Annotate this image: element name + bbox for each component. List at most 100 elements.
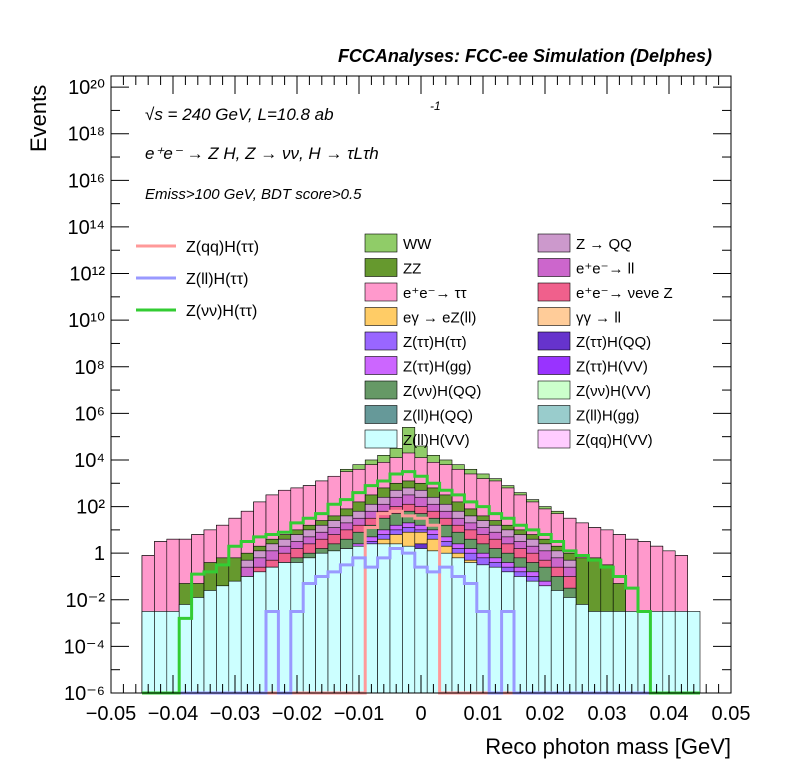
legend-color-box	[364, 307, 398, 326]
legend-color-box	[537, 429, 571, 449]
legend-color-box	[364, 429, 398, 449]
legend-color-box	[364, 233, 398, 253]
histogram-bar	[253, 571, 267, 694]
signal-legend: Z(qq)H(ττ) Z(ll)H(ττ) Z(νν)H(ττ)	[136, 239, 259, 320]
y-tick-label: 10¹⁴	[68, 217, 106, 239]
histogram-bar	[352, 545, 366, 694]
histogram-bar	[488, 566, 502, 694]
y-tick-label: 10⁶	[75, 403, 105, 425]
annotation-block: √s = 240 GeV, L=10.8 ab -1 e⁺e⁻ → Z H, Z…	[145, 99, 441, 203]
histogram-bar	[439, 552, 453, 694]
y-tick-label: 10⁴	[74, 450, 105, 472]
histogram-bar	[612, 611, 626, 694]
y-tick-label: 10⁻²	[66, 590, 106, 612]
legend-entry-label: Z(ll)H(ττ)	[186, 271, 248, 288]
legend-color-box	[537, 356, 571, 375]
histogram-bar	[637, 611, 651, 694]
y-tick-label: 10¹⁰	[68, 310, 105, 332]
histogram-bar	[501, 571, 515, 694]
legend-entry-label: Z(qq)H(VV)	[576, 432, 653, 449]
x-axis-tick-labels: −0.05 −0.04 −0.03 −0.02 −0.01 0 0.01 0.02 0.03 0.…	[86, 703, 751, 725]
legend-entry-label: Z(ll)H(VV)	[403, 432, 470, 449]
y-tick-label: 10⁻⁴	[64, 636, 105, 658]
annotation-lumi-exponent: -1	[430, 99, 441, 113]
x-axis-ticks	[110, 76, 732, 693]
y-axis-tick-labels: 10⁻⁶ 10⁻⁴ 10⁻² 1 10² 10⁴ 10⁶ 10⁸ 10¹⁰ 10¹² 10¹⁴ 10¹…	[64, 77, 106, 705]
histogram-bar	[389, 543, 403, 694]
x-tick-label: −0.02	[272, 703, 323, 725]
histogram-bar	[141, 611, 155, 694]
histogram-bar	[216, 585, 230, 694]
legend-entry-label: Z(ττ)H(ττ)	[403, 334, 467, 351]
y-tick-label: 10⁻⁶	[64, 683, 105, 705]
legend-color-box	[537, 405, 571, 424]
y-tick-label: 10¹²	[69, 264, 105, 286]
legend-entry-label: ZZ	[403, 261, 421, 278]
histogram-bar	[575, 604, 589, 694]
legend-color-box	[364, 331, 398, 351]
legend-color-box	[537, 331, 571, 351]
legend-entry-label: γγ → ll	[576, 310, 621, 327]
x-tick-label: 0.05	[712, 703, 751, 725]
plot-area	[110, 75, 732, 695]
y-tick-label: 10⁸	[74, 357, 105, 379]
histogram-bar	[154, 611, 168, 694]
legend-entry-label: Z(ll)H(gg)	[576, 408, 639, 425]
histogram-bar	[451, 557, 465, 694]
chart-header: FCCAnalyses: FCC-ee Simulation (Delphes)	[338, 46, 712, 66]
histogram-bar	[340, 548, 354, 694]
histogram-bar	[674, 611, 688, 694]
histogram-bar	[191, 597, 205, 694]
legend-color-box	[537, 282, 571, 302]
x-axis-label: Reco photon mass [GeV]	[485, 734, 731, 759]
legend-entry-label: e⁺e⁻→ ττ	[403, 285, 467, 302]
histogram-bar	[203, 590, 217, 694]
histogram-bar	[476, 564, 490, 694]
histogram-bar	[563, 597, 577, 694]
legend-color-box	[537, 307, 571, 326]
legend-entry-label: Z(ττ)H(gg)	[403, 359, 472, 376]
histogram-bar	[402, 545, 416, 694]
x-tick-label: 0.03	[588, 703, 627, 725]
y-tick-label: 10¹⁸	[68, 124, 105, 146]
histogram-bar	[377, 543, 391, 694]
y-axis-ticks	[111, 86, 731, 694]
histogram-bar	[278, 562, 292, 694]
x-tick-label: 0.02	[526, 703, 565, 725]
x-tick-label: −0.04	[148, 703, 199, 725]
histogram-bar	[526, 580, 540, 694]
x-tick-label: 0	[415, 703, 426, 725]
legend-entry-label: Z → QQ	[576, 236, 632, 253]
y-tick-label: 1	[94, 543, 105, 565]
legend-color-box	[537, 233, 571, 253]
legend-entry-label: WW	[403, 236, 432, 253]
legend-entry-label: Z(ll)H(QQ)	[403, 408, 473, 425]
legend-entry-label: e⁺e⁻→ ll	[576, 261, 634, 278]
y-tick-label: 10²⁰	[68, 77, 105, 99]
legend-entry-label: Z(qq)H(ττ)	[186, 239, 259, 256]
histogram-bar	[687, 611, 701, 694]
x-tick-label: 0.04	[650, 703, 689, 725]
histogram-bar	[650, 611, 664, 694]
annotation-process: e⁺e⁻ → Z H, Z → νν, H → τLτh	[145, 144, 379, 163]
background-legend: WW Z → QQ ZZ e⁺e⁻→ ll e⁺e⁻→ ττ e⁺e⁻→ νeνe Z eγ…	[364, 233, 673, 449]
legend-entry-label: Z(νν)H(ττ)	[186, 303, 257, 320]
legend-color-box	[364, 258, 398, 277]
histogram-bar	[513, 576, 527, 694]
legend-color-box	[537, 258, 571, 277]
histogram-bar	[550, 590, 564, 694]
legend-color-box	[364, 380, 398, 400]
legend-entry-label: Z(νν)H(VV)	[576, 383, 651, 400]
histogram-bar	[315, 552, 329, 694]
legend-entry-label: Z(ττ)H(VV)	[576, 359, 648, 376]
histogram-bar	[588, 611, 602, 694]
histogram-bar	[290, 562, 304, 694]
legend-entry-label: Z(νν)H(QQ)	[403, 383, 481, 400]
legend-color-box	[364, 282, 398, 302]
y-axis-label: Events	[26, 85, 51, 152]
legend-entry-label: eγ → eZ(ll)	[403, 310, 476, 327]
x-tick-label: 0.01	[464, 703, 503, 725]
y-tick-label: 10²	[76, 497, 105, 519]
signal-line	[142, 470, 700, 695]
